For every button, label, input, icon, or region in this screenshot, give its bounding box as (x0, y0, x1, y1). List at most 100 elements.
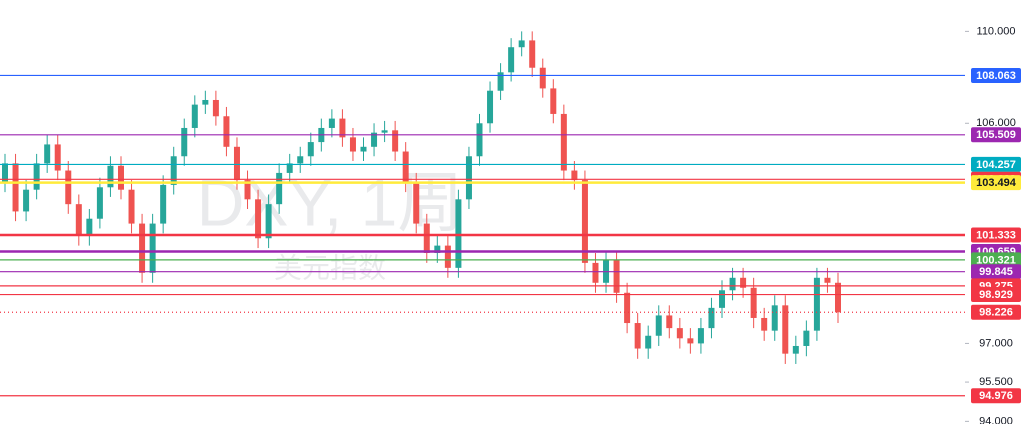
candle-body (761, 317, 768, 331)
candle-body (65, 170, 72, 205)
candle-body (465, 156, 472, 200)
candle-body (276, 172, 283, 205)
candle-body (181, 127, 188, 157)
candle-body (835, 282, 841, 313)
candle-body (255, 199, 262, 239)
candle-body (719, 290, 726, 308)
level-label-box (971, 287, 1021, 303)
candle-body (307, 142, 314, 157)
y-tick-label: 97.000 (979, 337, 1013, 349)
candle-body (33, 163, 40, 190)
candle-body (687, 338, 694, 344)
candle-body (508, 47, 515, 73)
candle-body (75, 204, 82, 236)
watermark-subtitle: 美元指数 (274, 252, 386, 283)
candle-body (539, 67, 546, 89)
candle-body (402, 151, 409, 183)
candle-body (117, 165, 124, 190)
candle-body (655, 315, 662, 336)
candle-body (529, 40, 536, 68)
level-label-box (971, 304, 1021, 320)
level-label: 100.321 (976, 254, 1016, 266)
candle-body (297, 156, 304, 164)
candle-body (191, 104, 198, 128)
candle-body (23, 189, 30, 212)
candle-body (139, 223, 146, 273)
candle-body (202, 99, 209, 105)
candle-body (128, 189, 135, 224)
y-tick-label: 95.500 (979, 376, 1013, 388)
level-label-box (971, 175, 1021, 191)
candle-body (624, 292, 631, 324)
candle-body (497, 72, 504, 91)
y-tick-label: 110.000 (977, 25, 1016, 37)
candle-body (212, 99, 219, 117)
level-label-box (971, 227, 1021, 243)
candle-body (54, 144, 61, 171)
candle-body (392, 130, 399, 152)
level-label-box (971, 127, 1021, 143)
level-label: 103.494 (976, 177, 1017, 189)
candle-body (423, 223, 430, 254)
candle-body (223, 116, 230, 147)
candle-body (455, 199, 462, 268)
candle-body (149, 223, 156, 273)
level-label: 98.929 (979, 289, 1013, 301)
candle-body (170, 156, 177, 185)
level-label: 105.509 (976, 129, 1016, 141)
candle-body (518, 40, 525, 48)
candle-body (413, 182, 420, 224)
candle-body (12, 163, 19, 212)
candle-body (771, 305, 778, 331)
candle-body (613, 260, 620, 293)
level-label: 100.659 (976, 246, 1016, 258)
level-label: 98.226 (979, 307, 1013, 319)
candle-body (782, 305, 789, 354)
candle-body (581, 180, 588, 263)
candle-body (666, 315, 673, 329)
candle-body (729, 277, 736, 291)
candle-body (381, 130, 388, 133)
candle-body (286, 163, 293, 173)
candle-body (550, 88, 557, 114)
level-label: 94.976 (979, 390, 1013, 402)
candle-body (96, 187, 103, 219)
level-label: 101.333 (976, 229, 1016, 241)
candle-body (265, 204, 272, 239)
candle-body (792, 345, 799, 354)
candle-body (676, 328, 683, 339)
level-label: 108.063 (976, 70, 1016, 82)
y-tick-label: 106.000 (976, 117, 1016, 129)
candle-body (160, 184, 167, 224)
candle-body (444, 245, 451, 268)
candle-body (634, 323, 641, 349)
level-label: 99.845 (979, 266, 1013, 278)
level-label-box (971, 264, 1021, 280)
candle-body (740, 277, 747, 288)
candle-body (371, 132, 378, 147)
y-tick-label: 94.000 (979, 415, 1013, 424)
level-label-box (971, 156, 1021, 172)
candle-body (349, 137, 356, 152)
candle-body (434, 245, 441, 254)
candle-body (339, 118, 346, 138)
level-label-box (971, 388, 1021, 404)
level-label-box (971, 252, 1021, 268)
candle-body (233, 146, 240, 181)
candle-body (107, 165, 114, 188)
candle-body (560, 113, 567, 171)
candle-body (2, 163, 8, 183)
candle-body (592, 262, 599, 283)
candle-body (697, 328, 704, 344)
level-label-box (971, 67, 1021, 83)
candle-body (645, 335, 652, 349)
candle-body (44, 144, 51, 164)
candle-body (803, 330, 810, 346)
level-label: 104.257 (976, 159, 1016, 171)
candle-body (86, 218, 93, 236)
candle-body (244, 180, 251, 200)
candle-body (476, 123, 483, 157)
candle-body (487, 90, 494, 124)
candle-body (708, 307, 715, 329)
